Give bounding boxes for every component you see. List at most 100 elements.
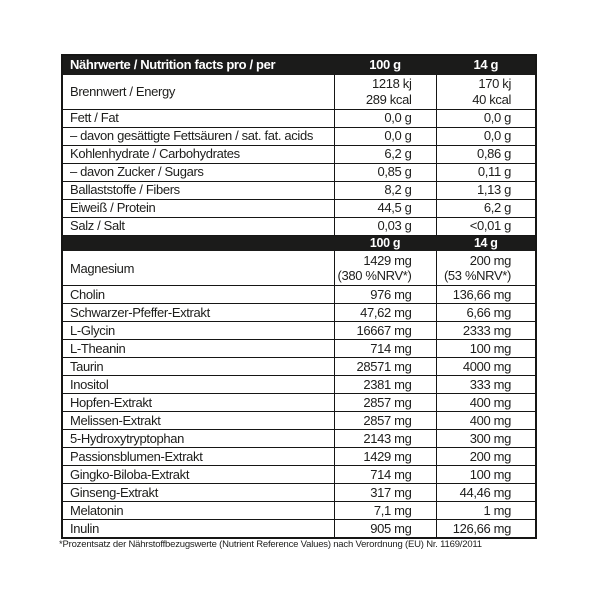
value-per-100g: 7,1 mg	[333, 501, 437, 521]
value-per-14g: 333 mg	[435, 375, 537, 395]
value-per-14g: 136,66 mg	[435, 285, 537, 305]
supplement-rows-section: Magnesium 1429 mg (380 %NRV*) 200 mg (53 %…	[61, 250, 537, 539]
nutrition-row: Eiweiß / Protein 44,5 g 6,2 g	[61, 198, 537, 218]
supplement-row: Inositol 2381 mg 333 mg	[61, 375, 537, 395]
supplement-row: Inulin 905 mg 126,66 mg	[61, 519, 537, 539]
nutrition-row: – davon Zucker / Sugars 0,85 g 0,11 g	[61, 162, 537, 182]
value-per-100g: 2857 mg	[333, 411, 437, 431]
nutrition-row: Kohlenhydrate / Carbohydrates 6,2 g 0,86 g	[61, 144, 537, 164]
value-per-14g: 0,0 g	[435, 126, 537, 146]
row-label: Magnesium	[61, 250, 335, 287]
value-per-14g: 0,11 g	[435, 162, 537, 182]
row-label: Eiweiß / Protein	[61, 198, 335, 218]
table-header-col-14g: 14 g	[435, 54, 537, 75]
supplement-row: Melatonin 7,1 mg 1 mg	[61, 501, 537, 521]
value-per-100g: 317 mg	[333, 483, 437, 503]
row-label: Gingko-Biloba-Extrakt	[61, 465, 335, 485]
table-header-row: Nährwerte / Nutrition facts pro / per 10…	[61, 54, 537, 75]
value-per-100g: 714 mg	[333, 339, 437, 359]
row-label: Brennwert / Energy	[61, 73, 335, 110]
row-label: Hopfen-Extrakt	[61, 393, 335, 413]
value-per-100g: 905 mg	[333, 519, 437, 539]
value-per-14g: 170 kj 40 kcal	[435, 73, 537, 110]
value-per-100g: 1218 kj 289 kcal	[333, 73, 437, 110]
row-label: Ginseng-Extrakt	[61, 483, 335, 503]
supplement-row: L-Theanin 714 mg 100 mg	[61, 339, 537, 359]
value-per-14g: 0,86 g	[435, 144, 537, 164]
row-label: L-Theanin	[61, 339, 335, 359]
value-per-100g: 2381 mg	[333, 375, 437, 395]
nutrition-facts-table: Nährwerte / Nutrition facts pro / per 10…	[61, 54, 537, 539]
supplement-row: Ginseng-Extrakt 317 mg 44,46 mg	[61, 483, 537, 503]
row-label: Inulin	[61, 519, 335, 539]
nutrition-row: Ballaststoffe / Fibers 8,2 g 1,13 g	[61, 180, 537, 200]
value-per-100g: 16667 mg	[333, 321, 437, 341]
row-label: Cholin	[61, 285, 335, 305]
value-per-14g: 400 mg	[435, 411, 537, 431]
row-label: L-Glycin	[61, 321, 335, 341]
row-label: – davon gesättigte Fettsäuren / sat. fat…	[61, 126, 335, 146]
supplement-row: Taurin 28571 mg 4000 mg	[61, 357, 537, 377]
nrv-footnote: *Prozentsatz der Nährstoffbezugswerte (N…	[59, 539, 482, 550]
value-per-14g: 100 mg	[435, 339, 537, 359]
row-label: Passionsblumen-Extrakt	[61, 447, 335, 467]
value-per-14g: 200 mg	[435, 447, 537, 467]
value-per-14g: 400 mg	[435, 393, 537, 413]
value-per-100g: 47,62 mg	[333, 303, 437, 323]
supplement-row: Cholin 976 mg 136,66 mg	[61, 285, 537, 305]
value-per-14g: 1 mg	[435, 501, 537, 521]
value-per-100g: 8,2 g	[333, 180, 437, 200]
table-subheader-spacer	[61, 234, 335, 252]
value-per-100g: 1429 mg (380 %NRV*)	[333, 250, 437, 287]
row-label: Kohlenhydrate / Carbohydrates	[61, 144, 335, 164]
nutrition-rows-section: Brennwert / Energy 1218 kj 289 kcal 170 kj…	[61, 73, 537, 236]
value-per-100g: 0,03 g	[333, 216, 437, 236]
value-per-100g: 6,2 g	[333, 144, 437, 164]
nutrition-row: Brennwert / Energy 1218 kj 289 kcal 170 kj…	[61, 73, 537, 110]
value-per-14g: 44,46 mg	[435, 483, 537, 503]
row-label: – davon Zucker / Sugars	[61, 162, 335, 182]
value-per-14g: 2333 mg	[435, 321, 537, 341]
value-per-100g: 1429 mg	[333, 447, 437, 467]
supplement-row: L-Glycin 16667 mg 2333 mg	[61, 321, 537, 341]
value-per-100g: 0,0 g	[333, 126, 437, 146]
table-header-title: Nährwerte / Nutrition facts pro / per	[61, 54, 335, 75]
value-per-14g: 6,2 g	[435, 198, 537, 218]
supplement-row: Hopfen-Extrakt 2857 mg 400 mg	[61, 393, 537, 413]
value-per-100g: 44,5 g	[333, 198, 437, 218]
value-per-14g: 100 mg	[435, 465, 537, 485]
row-label: 5-Hydroxytryptophan	[61, 429, 335, 449]
table-header-col-100g: 100 g	[333, 54, 437, 75]
row-label: Inositol	[61, 375, 335, 395]
supplement-row: Schwarzer-Pfeffer-Extrakt 47,62 mg 6,66 mg	[61, 303, 537, 323]
value-per-14g: 300 mg	[435, 429, 537, 449]
table-subheader-row: 100 g 14 g	[61, 234, 537, 252]
row-label: Schwarzer-Pfeffer-Extrakt	[61, 303, 335, 323]
nutrition-row: Fett / Fat 0,0 g 0,0 g	[61, 108, 537, 128]
value-per-100g: 2143 mg	[333, 429, 437, 449]
row-label: Melatonin	[61, 501, 335, 521]
supplement-row: 5-Hydroxytryptophan 2143 mg 300 mg	[61, 429, 537, 449]
row-label: Fett / Fat	[61, 108, 335, 128]
supplement-row: Magnesium 1429 mg (380 %NRV*) 200 mg (53 %…	[61, 250, 537, 287]
value-per-100g: 0,85 g	[333, 162, 437, 182]
supplement-row: Passionsblumen-Extrakt 1429 mg 200 mg	[61, 447, 537, 467]
value-per-100g: 714 mg	[333, 465, 437, 485]
nutrition-row: Salz / Salt 0,03 g <0,01 g	[61, 216, 537, 236]
row-label: Ballaststoffe / Fibers	[61, 180, 335, 200]
row-label: Salz / Salt	[61, 216, 335, 236]
value-per-14g: 0,0 g	[435, 108, 537, 128]
value-per-14g: <0,01 g	[435, 216, 537, 236]
value-per-14g: 6,66 mg	[435, 303, 537, 323]
supplement-row: Gingko-Biloba-Extrakt 714 mg 100 mg	[61, 465, 537, 485]
table-subheader-col-100g: 100 g	[333, 234, 437, 252]
value-per-14g: 4000 mg	[435, 357, 537, 377]
table-subheader-col-14g: 14 g	[435, 234, 537, 252]
supplement-row: Melissen-Extrakt 2857 mg 400 mg	[61, 411, 537, 431]
row-label: Taurin	[61, 357, 335, 377]
value-per-100g: 28571 mg	[333, 357, 437, 377]
value-per-100g: 976 mg	[333, 285, 437, 305]
row-label: Melissen-Extrakt	[61, 411, 335, 431]
value-per-100g: 2857 mg	[333, 393, 437, 413]
